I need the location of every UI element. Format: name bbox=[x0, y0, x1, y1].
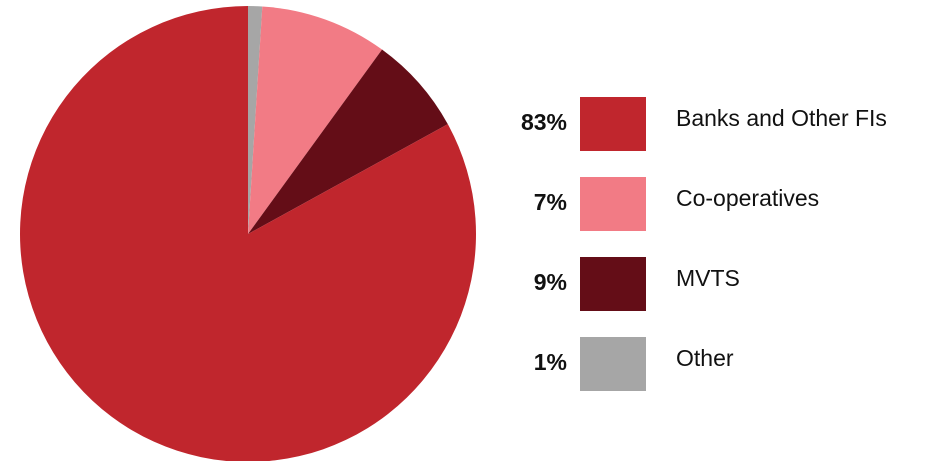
legend: 83% Banks and Other FIs 7% Co-operatives… bbox=[495, 95, 945, 415]
legend-swatch bbox=[580, 337, 646, 391]
legend-label: MVTS bbox=[676, 265, 740, 291]
percent-label: 9% bbox=[533, 269, 567, 295]
legend-item-banks: 83% Banks and Other FIs bbox=[495, 95, 945, 175]
legend-item-co-operatives: 7% Co-operatives bbox=[495, 175, 945, 255]
pie-slice-mvts bbox=[248, 49, 448, 234]
pie-slice-banks-and-other-fis bbox=[20, 6, 476, 461]
pie-slices bbox=[20, 5, 476, 461]
percent-label: 83% bbox=[520, 109, 567, 135]
legend-label: Other bbox=[676, 345, 734, 371]
pie-slice-other bbox=[248, 5, 263, 234]
percent-label: 1% bbox=[533, 349, 567, 375]
legend-item-other: 1% Other bbox=[495, 335, 945, 415]
legend-swatch bbox=[580, 177, 646, 231]
legend-swatch bbox=[580, 97, 646, 151]
percent-label: 7% bbox=[533, 189, 567, 215]
legend-label: Co-operatives bbox=[676, 185, 820, 211]
legend-item-mvts: 9% MVTS bbox=[495, 255, 945, 335]
legend-swatch bbox=[580, 257, 646, 311]
pie-slice-co-operatives bbox=[248, 6, 383, 235]
legend-label: Banks and Other FIs bbox=[676, 105, 887, 131]
